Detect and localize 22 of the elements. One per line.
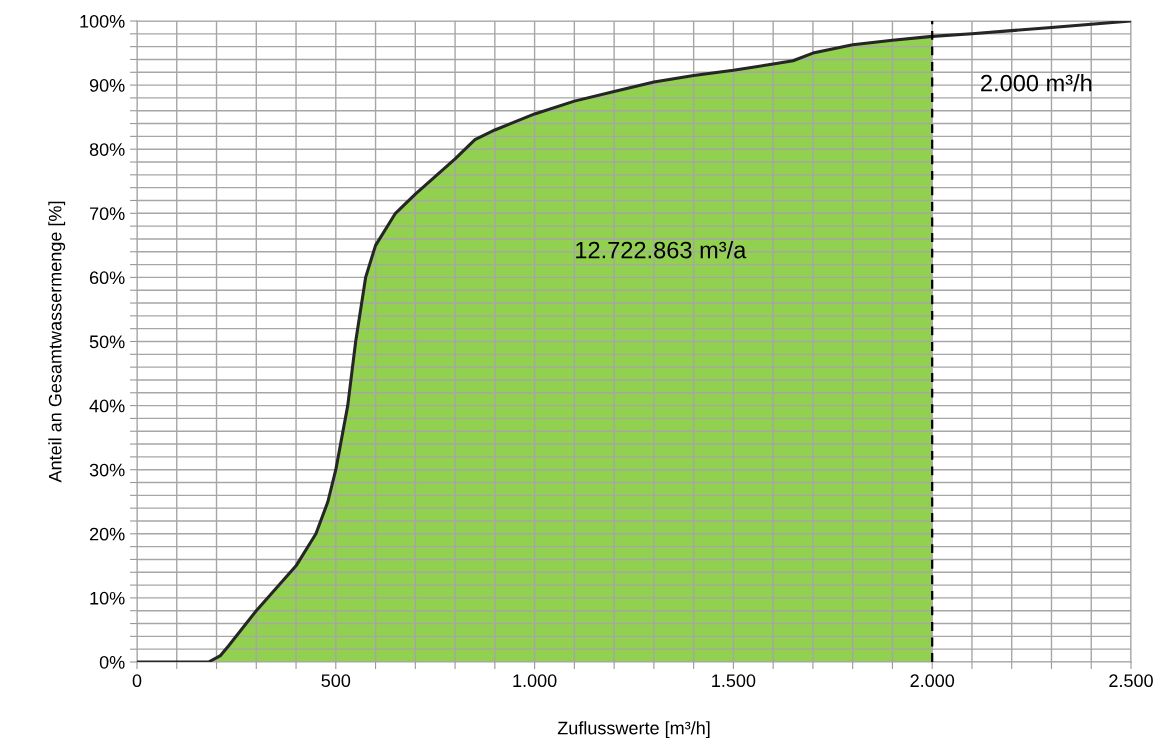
y-axis-title: Anteil an Gesamtwassermenge [%] [48,201,66,483]
x-tick-label: 500 [321,674,351,688]
y-tick-label: 50% [89,335,125,349]
y-tick-label: 90% [89,79,125,92]
y-tick-label: 100% [80,14,125,28]
y-tick-label: 10% [90,591,125,605]
y-tick-label: 70% [89,207,125,221]
y-tick-label: 20% [89,527,125,541]
ref-line-label: 2.000 m³/h [981,74,1092,92]
annotation: 12.722.863 m³/a [576,241,747,259]
x-tick-label: 2.500 [1109,674,1153,688]
y-tick-label: 0% [99,655,125,669]
x-tick-label: 2.000 [910,674,955,688]
x-tick-label: 0 [132,674,142,688]
line-series [137,21,1131,662]
y-tick-label: 30% [89,463,125,477]
x-tick-label: 1.500 [712,674,756,688]
y-tick-label: 60% [89,271,125,285]
x-axis-title: Zuflusswerte [m³/h] [557,721,710,739]
y-tick-label: 80% [89,143,125,156]
x-tick-label: 1.000 [513,674,557,688]
y-tick-label: 40% [89,399,125,413]
